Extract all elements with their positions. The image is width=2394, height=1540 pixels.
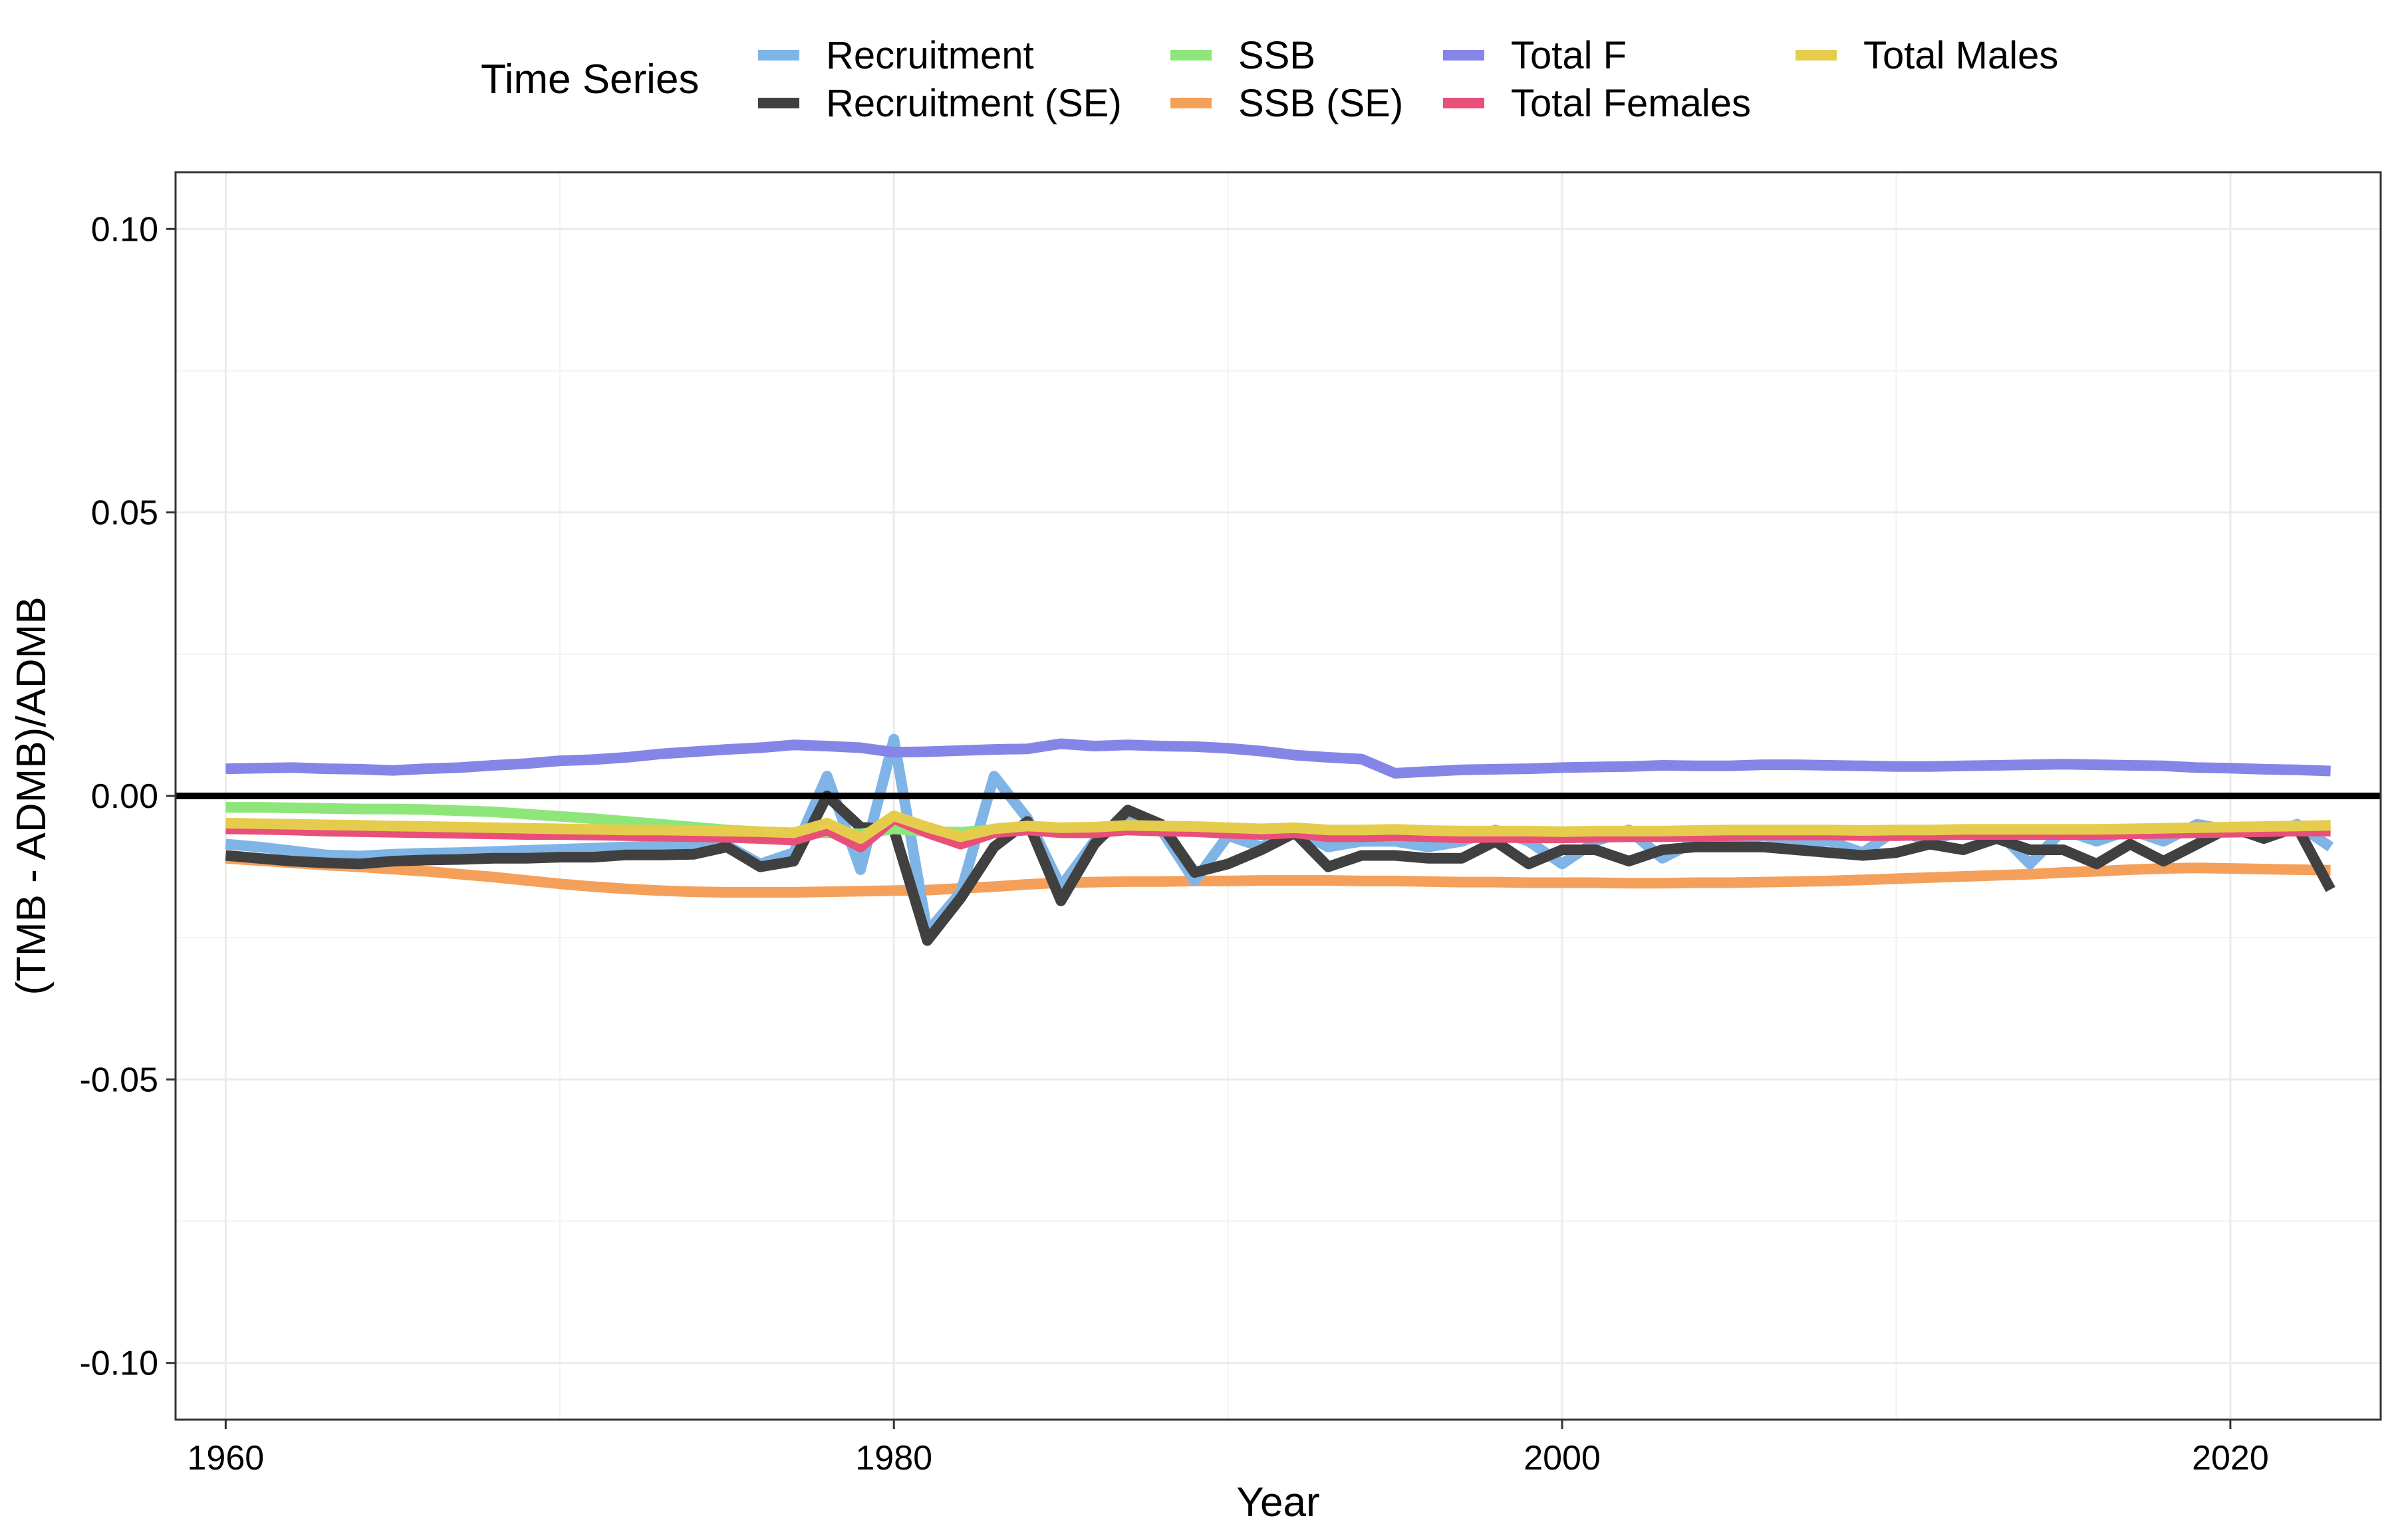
- y-tick-label: 0.05: [91, 494, 158, 533]
- y-tick-label: -0.10: [79, 1345, 158, 1383]
- legend-label-total-f: Total F: [1511, 34, 1627, 77]
- x-tick-label: 1980: [855, 1439, 932, 1477]
- legend-label-total-females: Total Females: [1511, 82, 1751, 125]
- y-axis: -0.10 -0.05 0.00 0.05 0.10: [79, 210, 176, 1383]
- x-tick-label: 1960: [188, 1439, 265, 1477]
- y-tick-label: -0.05: [79, 1061, 158, 1099]
- legend: Time Series Recruitment Recruitment (SE) S…: [481, 34, 2058, 125]
- legend-title: Time Series: [481, 57, 699, 102]
- x-tick-label: 2020: [2192, 1439, 2269, 1477]
- y-axis-title: (TMB - ADMB)/ADMB: [9, 596, 55, 995]
- series-line-recruitment-se: [225, 791, 2335, 946]
- x-axis-title: Year: [1236, 1479, 1319, 1525]
- plot-panel: [174, 171, 2382, 1421]
- series-line-total-f: [225, 738, 2331, 779]
- y-tick-label: 0.00: [91, 777, 158, 816]
- legend-label-total-males: Total Males: [1863, 34, 2058, 77]
- x-tick-label: 2000: [1524, 1439, 1601, 1477]
- legend-label-ssb-se: SSB (SE): [1238, 82, 1403, 125]
- legend-label-ssb: SSB: [1238, 34, 1315, 77]
- series-layer: [225, 733, 2335, 946]
- x-axis: 1960 1980 2000 2020: [188, 1420, 2269, 1477]
- legend-label-recruitment-se: Recruitment (SE): [826, 82, 1122, 125]
- series-line-ssb-se: [225, 852, 2331, 898]
- legend-label-recruitment: Recruitment: [826, 34, 1034, 77]
- y-tick-label: 0.10: [91, 210, 158, 249]
- series-line-total-males: [225, 810, 2331, 844]
